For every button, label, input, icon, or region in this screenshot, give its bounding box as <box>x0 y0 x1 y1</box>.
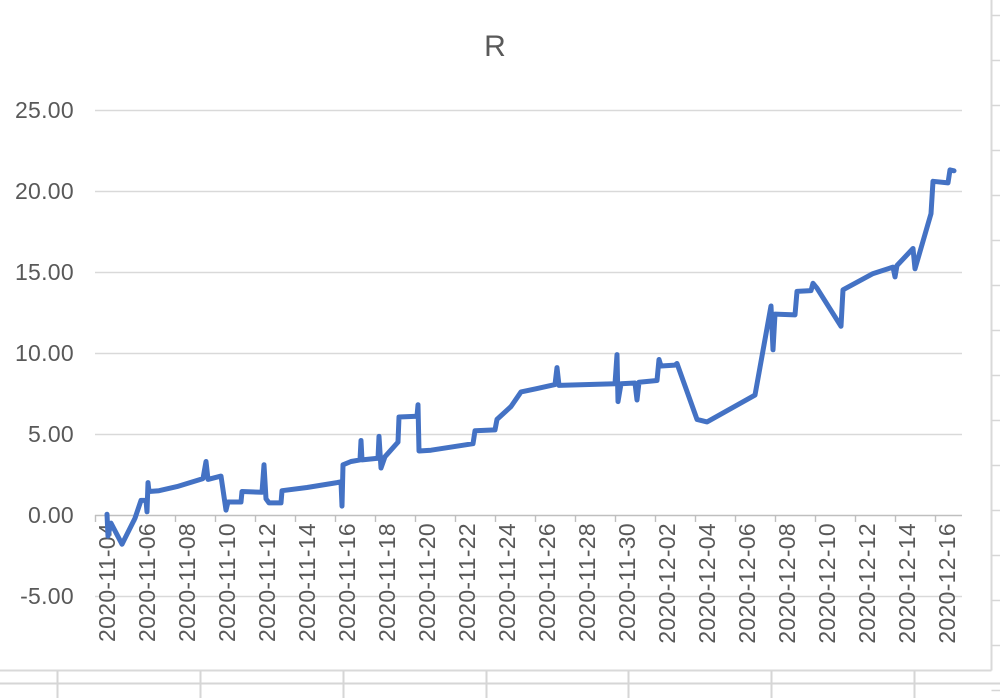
y-tick-label: 20.00 <box>15 178 74 204</box>
y-tick-label: 10.00 <box>15 340 74 366</box>
x-tick-label: 2020-11-04 <box>94 523 120 642</box>
x-tick-label: 2020-11-06 <box>134 523 160 642</box>
y-tick-label: 25.00 <box>15 97 74 123</box>
y-tick-label: 15.00 <box>15 259 74 285</box>
y-tick-label: 0.00 <box>28 502 74 528</box>
x-tick-label: 2020-11-20 <box>414 523 440 642</box>
x-tick-label: 2020-11-26 <box>534 523 560 642</box>
x-tick-label: 2020-12-14 <box>894 523 920 644</box>
x-tick-label: 2020-12-02 <box>654 523 680 644</box>
x-tick-label: 2020-11-30 <box>614 523 640 642</box>
x-tick-label: 2020-11-16 <box>334 523 360 642</box>
x-tick-label: 2020-12-08 <box>774 523 800 644</box>
x-tick-label: 2020-11-14 <box>294 523 320 642</box>
series-line <box>104 167 957 547</box>
x-tick-label: 2020-11-28 <box>574 523 600 642</box>
x-tick-label: 2020-12-12 <box>854 523 880 644</box>
x-tick-label: 2020-11-12 <box>254 523 280 642</box>
y-tick-label: -5.00 <box>20 583 74 609</box>
x-tick-label: 2020-12-04 <box>694 523 720 644</box>
x-tick-label: 2020-11-18 <box>374 523 400 642</box>
x-tick-label: 2020-11-24 <box>494 523 520 642</box>
chart-title[interactable]: R <box>484 30 506 63</box>
chart-axes <box>94 515 937 522</box>
x-tick-label: 2020-11-22 <box>454 523 480 642</box>
series-line-r[interactable] <box>104 167 957 547</box>
x-tick-label: 2020-12-16 <box>934 523 960 644</box>
x-tick-label: 2020-11-08 <box>174 523 200 642</box>
x-tick-label: 2020-12-06 <box>734 523 760 644</box>
y-tick-label: 5.00 <box>28 421 74 447</box>
axis-labels: 25.00 20.00 15.00 10.00 5.00 0.00 -5.00 2020-11… <box>15 97 960 644</box>
x-tick-label: 2020-11-10 <box>214 523 240 642</box>
x-tick-label: 2020-12-10 <box>814 523 840 644</box>
chart-gridlines <box>95 109 962 598</box>
